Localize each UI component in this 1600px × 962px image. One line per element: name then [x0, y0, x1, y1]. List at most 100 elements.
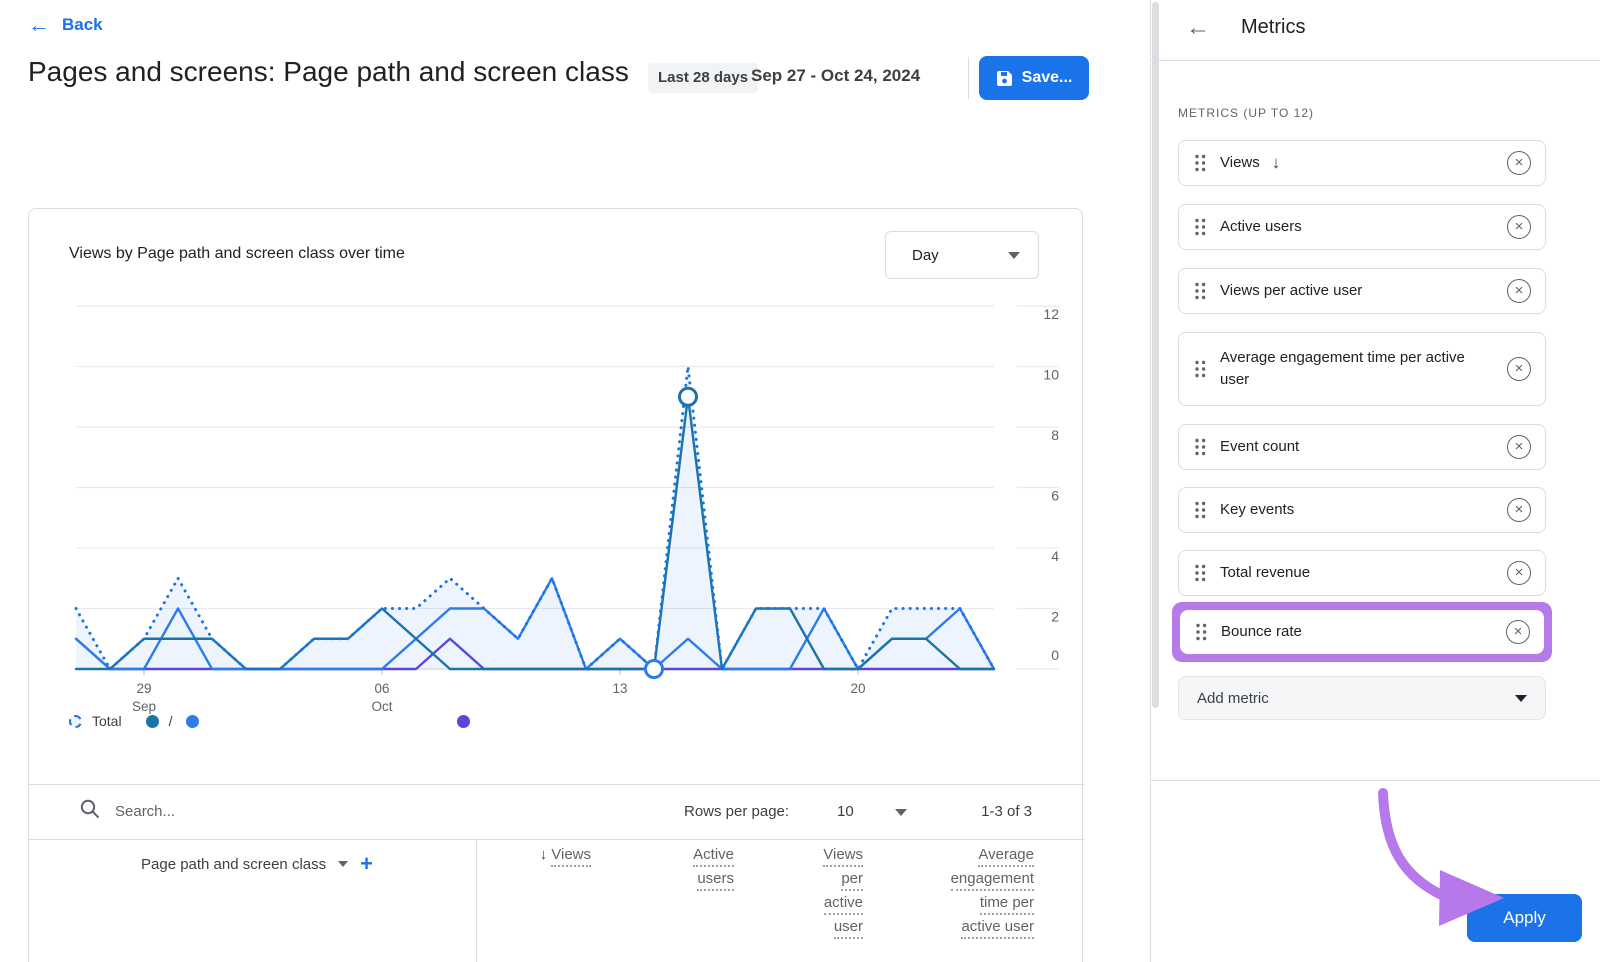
metric-item-key-events[interactable]: Key events × [1178, 487, 1546, 533]
chart-title: Views by Page path and screen class over… [69, 245, 405, 263]
remove-metric-icon[interactable]: × [1506, 620, 1530, 644]
remove-metric-icon[interactable]: × [1507, 357, 1531, 381]
metric-item-label: Average engagement time per active user [1220, 347, 1470, 391]
svg-text:6: 6 [1051, 488, 1059, 504]
page-title: Pages and screens: Page path and screen … [28, 56, 629, 88]
scrollbar[interactable] [1152, 2, 1159, 708]
highlight-frame: Bounce rate × [1172, 602, 1552, 662]
dimension-header-label: Page path and screen class [141, 856, 326, 873]
remove-metric-icon[interactable]: × [1507, 151, 1531, 175]
back-button[interactable]: ← Back [28, 14, 103, 36]
metric-item-views[interactable]: Views↓× [1178, 140, 1546, 186]
svg-text:4: 4 [1051, 548, 1059, 564]
header-separator [968, 57, 969, 99]
column-header-line: time per [980, 894, 1034, 915]
add-metric-chevron-icon [1515, 695, 1527, 702]
column-header-line: user [834, 918, 863, 939]
remove-metric-icon[interactable]: × [1507, 561, 1531, 585]
drag-handle-icon[interactable] [1195, 360, 1206, 378]
legend-total-label: Total [92, 713, 122, 729]
column-header-line: engagement [951, 870, 1034, 891]
column-header-average-engagement-time-per-active-user[interactable]: Average engagement time per active user [864, 846, 1034, 942]
back-arrow-icon: ← [28, 14, 50, 36]
save-button[interactable]: Save... [979, 56, 1089, 100]
svg-text:20: 20 [850, 681, 865, 696]
drag-handle-icon[interactable] [1195, 564, 1206, 582]
drag-handle-icon[interactable] [1196, 623, 1207, 641]
column-header-line: active [824, 894, 863, 915]
search-input[interactable]: Search... [115, 803, 175, 820]
panel-divider [1150, 0, 1151, 962]
drag-handle-icon[interactable] [1195, 218, 1206, 236]
add-metric-dropdown[interactable]: Add metric [1178, 676, 1546, 720]
save-floppy-icon [996, 70, 1013, 87]
metric-item-label: Key events [1220, 499, 1294, 521]
panel-footer-divider [1151, 780, 1600, 781]
svg-text:06: 06 [374, 681, 389, 696]
svg-text:0: 0 [1051, 647, 1059, 663]
legend-total-icon [69, 715, 82, 728]
svg-text:2: 2 [1051, 609, 1059, 625]
drag-handle-icon[interactable] [1195, 154, 1206, 172]
metric-item-active-users[interactable]: Active users × [1178, 204, 1546, 250]
column-header-line: active user [961, 918, 1034, 939]
metric-item-total-revenue[interactable]: Total revenue × [1178, 550, 1546, 596]
remove-metric-icon[interactable]: × [1507, 215, 1531, 239]
svg-text:Oct: Oct [371, 699, 392, 714]
timeseries-chart: 02468101229Sep06Oct1320 [29, 209, 1084, 769]
metric-item-label: Views [1220, 152, 1260, 174]
remove-metric-icon[interactable]: × [1507, 498, 1531, 522]
column-header-line: Average [978, 846, 1034, 867]
chevron-down-icon [1008, 252, 1020, 259]
back-label: Back [62, 15, 103, 35]
panel-header-divider [1151, 60, 1600, 61]
table-header-divider [29, 839, 1084, 840]
metric-item-label: Bounce rate [1221, 621, 1302, 643]
table-controls: Search... Rows per page: 10 1-3 of 3 [29, 785, 1084, 839]
svg-text:10: 10 [1043, 367, 1059, 383]
remove-metric-icon[interactable]: × [1507, 435, 1531, 459]
metric-item-bounce-rate[interactable]: Bounce rate × [1180, 610, 1544, 654]
drag-handle-icon[interactable] [1195, 282, 1206, 300]
column-header-views-per-active-user[interactable]: Views per active user [723, 846, 863, 942]
dimension-chevron-icon[interactable] [338, 861, 348, 867]
legend-series1-dot [146, 715, 159, 728]
rows-per-page-label: Rows per page: [684, 803, 789, 820]
column-header-line: Views [823, 846, 863, 867]
metric-item-label: Total revenue [1220, 562, 1310, 584]
metric-item-event-count[interactable]: Event count × [1178, 424, 1546, 470]
dimension-header[interactable]: Page path and screen class + [141, 853, 373, 875]
panel-title: Metrics [1241, 16, 1305, 39]
remove-metric-icon[interactable]: × [1507, 279, 1531, 303]
report-card: Views by Page path and screen class over… [28, 208, 1083, 962]
svg-text:29: 29 [136, 681, 151, 696]
panel-back-arrow-icon[interactable]: ← [1186, 14, 1210, 42]
legend-series1-label: / [169, 713, 173, 729]
metric-item-average-engagement-time-per-active-user[interactable]: Average engagement time per active user × [1178, 332, 1546, 406]
rows-per-page-chevron-icon[interactable] [895, 809, 907, 816]
add-dimension-button[interactable]: + [360, 853, 373, 875]
ga4-report-page: ← Back Pages and screens: Page path and … [0, 0, 1600, 962]
column-header-views[interactable]: ↓Views [449, 846, 591, 870]
add-metric-label: Add metric [1197, 690, 1269, 707]
legend-series2-dot [186, 715, 199, 728]
pagination-range: 1-3 of 3 [981, 803, 1032, 820]
svg-text:13: 13 [612, 681, 627, 696]
drag-handle-icon[interactable] [1195, 501, 1206, 519]
svg-text:Sep: Sep [132, 699, 156, 714]
metrics-section-label: METRICS (UP TO 12) [1178, 106, 1314, 120]
column-header-active-users[interactable]: Activeusers [594, 846, 734, 894]
drag-handle-icon[interactable] [1195, 438, 1206, 456]
metric-item-label: Views per active user [1220, 280, 1362, 302]
apply-button[interactable]: Apply [1467, 894, 1582, 942]
granularity-select[interactable]: Day [885, 231, 1039, 279]
metric-item-label: Active users [1220, 216, 1302, 238]
search-icon [79, 798, 101, 820]
date-range[interactable]: Sep 27 - Oct 24, 2024 [751, 66, 920, 86]
metric-item-views-per-active-user[interactable]: Views per active user × [1178, 268, 1546, 314]
metric-item-label: Event count [1220, 436, 1299, 458]
column-header-line: per [841, 870, 863, 891]
save-label: Save... [1022, 69, 1073, 87]
rows-per-page-value[interactable]: 10 [837, 803, 854, 820]
column-header-line: Views [551, 846, 591, 867]
